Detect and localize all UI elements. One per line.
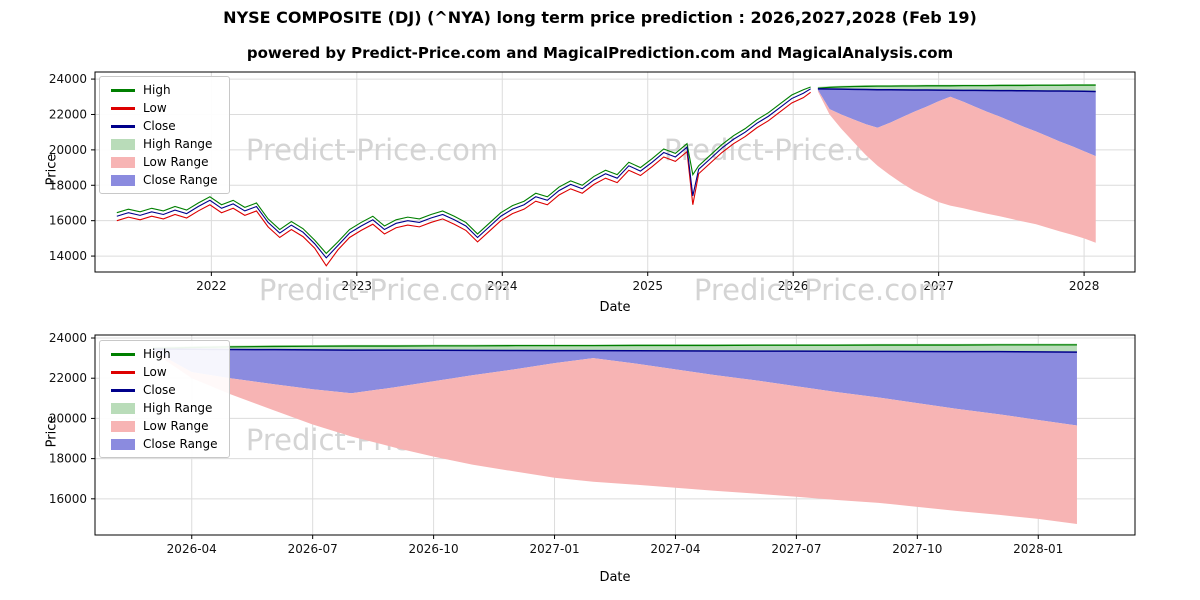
legend-patch-swatch xyxy=(111,438,135,450)
legend-label: High xyxy=(143,83,171,97)
y-tick-label: 22000 xyxy=(49,107,87,121)
legend-item-high: High xyxy=(111,348,218,360)
y-tick-label: 16000 xyxy=(49,214,87,228)
forecast-zoom-chart: 16000 18000 20000 22000 24000 2026-04 2026-07 2… xyxy=(49,331,1136,556)
watermark: Predict-Price.com xyxy=(694,273,946,307)
page-title: NYSE COMPOSITE (DJ) (^NYA) long term pri… xyxy=(223,8,977,27)
legend-item-close: Close xyxy=(111,120,218,132)
legend-label: High xyxy=(143,347,171,361)
x-tick-label: 2027 xyxy=(923,279,954,293)
x-tick-label: 2026 xyxy=(778,279,809,293)
y-tick-label: 22000 xyxy=(49,371,87,385)
x-tick-label: 2026-10 xyxy=(409,542,459,556)
x-tick-label: 2023 xyxy=(342,279,373,293)
forecast-close-line xyxy=(817,88,1096,93)
legend-label: Low Range xyxy=(143,155,209,169)
page-subtitle: powered by Predict-Price.com and Magical… xyxy=(246,44,954,62)
x-tick-label: 2022 xyxy=(196,279,227,293)
bottom-chart-legend: High Low Close High Range Low Range Close Ran… xyxy=(99,340,230,458)
price-history-forecast-chart: 14000 16000 18000 20000 22000 24000 2022 2023 20… xyxy=(49,71,1136,307)
legend-item-low: Low xyxy=(111,366,218,378)
bottom-chart-block: 16000 18000 20000 22000 24000 2026-04 2026-07 2… xyxy=(0,326,1200,592)
legend-item-close: Close xyxy=(111,384,218,396)
legend-label: Close Range xyxy=(143,437,218,451)
legend-label: Low Range xyxy=(143,419,209,433)
legend-label: Close xyxy=(143,119,176,133)
y-tick-label: 18000 xyxy=(49,178,87,192)
top-y-axis-label: Price xyxy=(44,153,60,186)
legend-label: High Range xyxy=(143,137,213,151)
legend-label: Close Range xyxy=(143,173,218,187)
x-tick-label: 2025 xyxy=(632,279,663,293)
y-tick-label: 18000 xyxy=(49,452,87,466)
x-tick-label: 2027-10 xyxy=(892,542,942,556)
legend-line-swatch xyxy=(111,352,135,356)
legend-item-low-range: Low Range xyxy=(111,420,218,432)
y-tick-label: 24000 xyxy=(49,331,87,345)
legend-patch-swatch xyxy=(111,420,135,432)
bottom-y-axis-label: Price xyxy=(44,415,60,448)
close-range-band xyxy=(153,349,1077,426)
top-chart-legend: High Low Close High Range Low Range Close Ran… xyxy=(99,76,230,194)
legend-line-swatch xyxy=(111,370,135,374)
x-tick-label: 2026-04 xyxy=(167,542,217,556)
x-tick-label: 2027-01 xyxy=(529,542,579,556)
legend-item-close-range: Close Range xyxy=(111,174,218,186)
forecast-high-line xyxy=(817,84,1096,89)
legend-item-high-range: High Range xyxy=(111,402,218,414)
legend-line-swatch xyxy=(111,388,135,392)
legend-label: Low xyxy=(143,365,167,379)
x-tick-label: 2027-04 xyxy=(650,542,700,556)
legend-item-high-range: High Range xyxy=(111,138,218,150)
forecast-high-line xyxy=(153,344,1077,350)
legend-patch-swatch xyxy=(111,156,135,168)
plot-border xyxy=(94,334,1136,536)
legend-line-swatch xyxy=(111,124,135,128)
close-range-band xyxy=(817,88,1096,157)
top-x-axis-label: Date xyxy=(599,300,631,315)
y-tick-label: 20000 xyxy=(49,143,87,157)
y-tick-label: 24000 xyxy=(49,72,87,86)
watermark: Predict-Price.com xyxy=(259,273,511,307)
watermark: Predict-Price.com xyxy=(246,133,498,167)
legend-patch-swatch xyxy=(111,402,135,414)
y-tick-label: 14000 xyxy=(49,249,87,263)
y-tick-label: 16000 xyxy=(49,492,87,506)
legend-line-swatch xyxy=(111,88,135,92)
legend-item-low: Low xyxy=(111,102,218,114)
low-line xyxy=(116,91,811,267)
top-chart-block: 14000 16000 18000 20000 22000 24000 2022 2023 20… xyxy=(0,64,1200,318)
x-tick-label: 2026-07 xyxy=(288,542,338,556)
high-line xyxy=(116,86,811,255)
x-tick-label: 2028-01 xyxy=(1013,542,1063,556)
bottom-x-axis-label: Date xyxy=(599,570,631,585)
legend-label: Close xyxy=(143,383,176,397)
legend-patch-swatch xyxy=(111,138,135,150)
low-range-band xyxy=(153,350,1077,524)
close-line xyxy=(116,88,811,259)
legend-item-high: High xyxy=(111,84,218,96)
legend-label: High Range xyxy=(143,401,213,415)
legend-patch-swatch xyxy=(111,174,135,186)
forecast-close-line xyxy=(153,348,1077,353)
low-range-band xyxy=(817,90,1096,243)
x-tick-label: 2024 xyxy=(487,279,518,293)
legend-line-swatch xyxy=(111,106,135,110)
x-tick-label: 2028 xyxy=(1069,279,1100,293)
legend-label: Low xyxy=(143,101,167,115)
legend-item-low-range: Low Range xyxy=(111,156,218,168)
x-tick-label: 2027-07 xyxy=(771,542,821,556)
y-tick-label: 20000 xyxy=(49,411,87,425)
plot-border xyxy=(94,71,1136,273)
legend-item-close-range: Close Range xyxy=(111,438,218,450)
